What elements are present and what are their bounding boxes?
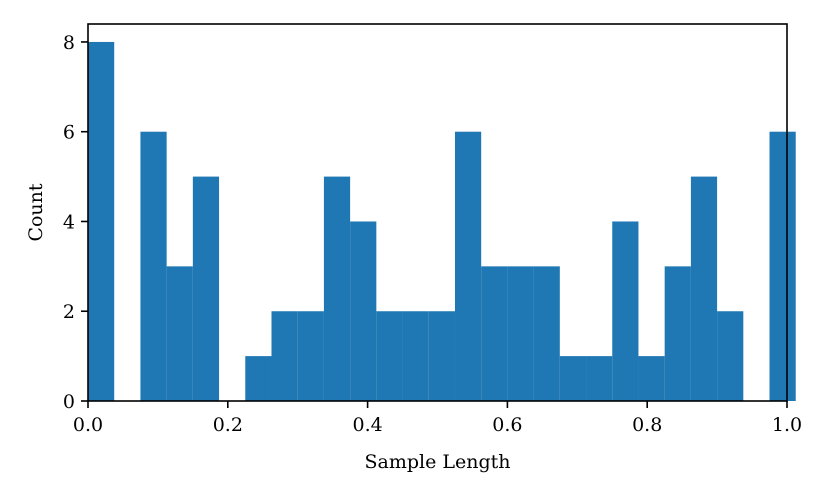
bars-group [88,41,796,401]
histogram-bar [664,266,691,401]
x-tick-label: 0.2 [213,414,243,436]
histogram-bar [481,266,508,401]
histogram-bar [533,266,560,401]
x-tick-label: 0.4 [352,414,382,436]
histogram-bar [271,311,298,401]
x-tick-label: 0.8 [632,414,662,436]
histogram-bar [717,311,744,401]
y-tick-label: 8 [63,32,75,54]
histogram-bar [454,131,482,401]
histogram-bar [428,311,455,401]
histogram-bar [402,311,429,401]
histogram-bar [769,131,796,401]
histogram-bar [323,176,351,401]
x-axis-label: Sample Length [364,451,510,473]
x-axis-ticks: 0.0 0.2 0.4 0.6 0.8 1.0 [73,401,802,436]
y-axis-ticks: 0 2 4 6 8 [63,32,88,413]
histogram-bar [88,41,115,401]
histogram-bar [507,266,534,401]
histogram-bar [297,311,324,401]
y-tick-label: 4 [63,211,75,233]
histogram-bar [350,221,377,401]
x-tick-label: 0.0 [73,414,103,436]
histogram-bar [140,131,167,401]
histogram-bar [192,176,220,401]
x-tick-label: 1.0 [772,414,802,436]
histogram-bar [166,266,193,401]
histogram-bar [690,176,718,401]
y-tick-label: 6 [63,122,75,144]
histogram-bar [612,221,639,401]
y-tick-label: 2 [63,301,75,323]
x-tick-label: 0.6 [492,414,522,436]
histogram-bar [376,311,403,401]
histogram-bar [638,356,665,401]
y-tick-label: 0 [63,391,75,413]
histogram-bar [245,356,272,401]
histogram-bar [586,356,613,401]
y-axis-label: Count [25,183,47,241]
histogram-bar [559,356,587,401]
plot-frame [87,23,788,402]
